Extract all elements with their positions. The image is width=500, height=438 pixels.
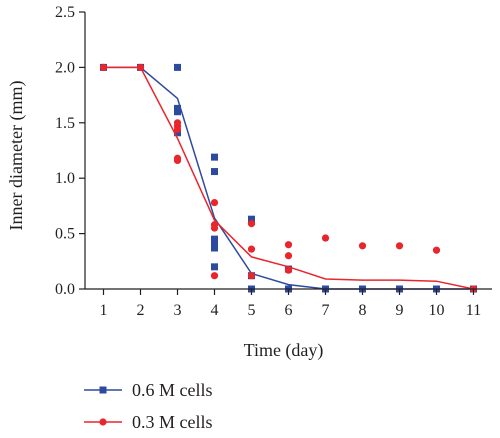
data-point-square bbox=[211, 235, 218, 243]
y-tick-label: 2.0 bbox=[55, 59, 75, 76]
legend-item: 0.6 M cells bbox=[84, 380, 213, 400]
x-tick-label: 10 bbox=[429, 302, 445, 319]
x-tick-label: 9 bbox=[396, 302, 404, 319]
x-tick-label: 11 bbox=[466, 302, 481, 319]
data-point-square bbox=[174, 108, 181, 116]
x-tick-label: 8 bbox=[359, 302, 367, 319]
legend-label: 0.6 M cells bbox=[132, 380, 213, 400]
x-tick-label: 4 bbox=[211, 302, 219, 319]
data-point-circle bbox=[321, 234, 330, 242]
legend-marker-square bbox=[99, 386, 107, 394]
legend-item: 0.3 M cells bbox=[84, 412, 213, 432]
data-point-circle bbox=[247, 220, 256, 228]
y-tick-label: 0.5 bbox=[55, 226, 75, 243]
x-tick-label: 5 bbox=[248, 302, 256, 319]
legend-label: 0.3 M cells bbox=[132, 412, 213, 432]
data-point-circle bbox=[210, 198, 219, 207]
y-tick-label: 0.0 bbox=[55, 281, 75, 298]
x-tick-label: 7 bbox=[322, 302, 330, 319]
data-point-circle bbox=[284, 266, 293, 274]
data-point-square bbox=[174, 63, 181, 71]
data-point-circle bbox=[136, 63, 145, 71]
legend: 0.6 M cells 0.3 M cells bbox=[84, 380, 213, 432]
data-point-circle bbox=[210, 224, 219, 232]
y-axis-title: Inner diameter (mm) bbox=[6, 81, 27, 231]
data-point-square bbox=[211, 153, 218, 161]
data-point-square bbox=[211, 168, 218, 176]
data-point-circle bbox=[99, 63, 108, 71]
data-point-square bbox=[211, 263, 218, 271]
series-2 bbox=[99, 63, 478, 293]
data-point-circle bbox=[395, 242, 404, 250]
data-point-circle bbox=[173, 156, 182, 165]
y-ticks: 0.0 0.5 1.0 1.5 2.0 2.5 bbox=[55, 4, 85, 298]
data-point-circle bbox=[247, 272, 256, 280]
data-point-square bbox=[211, 244, 218, 252]
data-point-circle bbox=[210, 272, 219, 280]
y-tick-label: 1.5 bbox=[55, 115, 75, 132]
x-tick-label: 1 bbox=[100, 302, 108, 319]
plot-marks bbox=[99, 63, 478, 293]
x-axis-title: Time (day) bbox=[244, 340, 324, 361]
data-point-circle bbox=[284, 241, 293, 249]
x-tick-label: 3 bbox=[174, 302, 182, 319]
y-tick-label: 2.5 bbox=[55, 4, 75, 21]
x-tick-label: 2 bbox=[137, 302, 145, 319]
data-point-circle bbox=[358, 242, 367, 250]
x-ticks: 1 2 3 4 5 6 7 8 9 10 11 bbox=[100, 289, 481, 319]
data-point-square bbox=[211, 240, 218, 248]
data-point-circle bbox=[284, 252, 293, 260]
legend-marker-circle bbox=[99, 418, 107, 426]
x-tick-label: 6 bbox=[285, 302, 293, 319]
data-point-circle bbox=[247, 245, 256, 253]
data-point-circle bbox=[432, 246, 441, 254]
y-tick-label: 1.0 bbox=[55, 170, 75, 187]
data-point-circle bbox=[173, 125, 182, 134]
axes: 1 2 3 4 5 6 7 8 9 10 11 0.0 0.5 1.0 1.5 2.0 2.5 bbox=[55, 4, 492, 319]
